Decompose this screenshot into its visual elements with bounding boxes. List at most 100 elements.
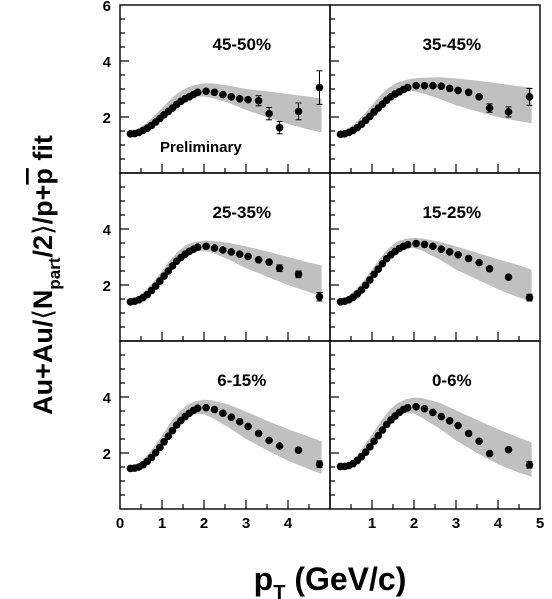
x-tick-label: 2	[200, 515, 208, 532]
panel-5-point	[294, 446, 303, 455]
panel-4-point	[412, 239, 420, 248]
panel-5-point	[275, 442, 284, 450]
panel-2-point	[445, 84, 454, 93]
panel-2-point	[403, 83, 412, 92]
band-layer	[128, 77, 532, 477]
panel-4-label: 15-25%	[422, 203, 481, 222]
y-tick-label: 4	[103, 390, 112, 407]
panel-6-point	[475, 437, 483, 446]
x-tick-label: 4	[494, 515, 503, 532]
panel-2-point	[475, 93, 483, 101]
panel-1-point	[275, 123, 284, 132]
panel-6-point	[445, 417, 454, 425]
preliminary-annotation: Preliminary	[160, 139, 242, 156]
panel-5-point	[227, 413, 236, 421]
panel-2-label: 35-45%	[422, 35, 481, 54]
panel-5-label: 6-15%	[217, 371, 266, 390]
panel-2-point	[412, 81, 420, 90]
panel-3-point	[164, 267, 173, 275]
panel-3-point	[235, 250, 244, 258]
panel-4-point	[504, 273, 513, 281]
panel-1-point	[315, 83, 324, 92]
panel-4-band	[338, 238, 532, 303]
x-tick-label: 0	[116, 515, 124, 532]
panel-1-point	[235, 95, 244, 103]
panel-6-label: 0-6%	[432, 371, 472, 390]
panel-2-point	[437, 82, 446, 90]
y-tick-label: 4	[103, 54, 112, 71]
panel-3-point	[294, 270, 303, 279]
panel-4-point	[437, 245, 446, 253]
panel-2-band	[338, 77, 532, 135]
x-tick-label: 3	[452, 515, 460, 532]
x-tick-label: 4	[284, 515, 293, 532]
panel-3-point	[275, 264, 284, 273]
panel-6-point	[429, 408, 437, 417]
panel-5-point	[244, 422, 252, 431]
panel-6-point	[374, 431, 383, 440]
y-tick-label: 2	[103, 110, 111, 127]
panel-1-point	[265, 109, 273, 118]
panel-6-point	[504, 445, 513, 454]
x-tick-label: 3	[242, 515, 250, 532]
panel-3-point	[193, 243, 202, 251]
panel-6-point	[403, 403, 412, 412]
y-axis-label: Au+Au/⟨Npart/2⟩/p+p fit	[28, 135, 64, 415]
panel-6-point	[464, 429, 473, 438]
panel-6-point	[485, 449, 494, 458]
y-tick-label: 4	[103, 222, 112, 239]
panel-4-point	[429, 242, 437, 251]
panel-4-point	[525, 293, 534, 302]
panel-2-point	[485, 104, 494, 112]
panel-3-band	[128, 240, 322, 303]
panel-5-point	[168, 426, 177, 435]
panel-3-point	[315, 292, 324, 301]
panel-1-point	[219, 90, 227, 99]
panel-4-point	[464, 254, 473, 263]
panel-5-point	[151, 448, 160, 457]
panel-1-band	[128, 83, 322, 135]
x-tick-label: 5	[536, 515, 544, 532]
panel-6-point	[525, 460, 534, 469]
panel-4-point	[420, 240, 429, 249]
panel-6-point	[370, 437, 378, 446]
panel-4-point	[366, 276, 374, 284]
panel-4-point	[475, 258, 483, 267]
panel-2-point	[504, 108, 513, 116]
panel-1-point	[294, 107, 303, 116]
panel-1-point	[202, 87, 210, 96]
panel-4-point	[378, 259, 387, 268]
panel-1-point	[227, 93, 236, 101]
panel-1-label: 45-50%	[212, 35, 271, 54]
panel-3-point	[219, 246, 227, 254]
y-tick-label: 2	[103, 278, 111, 295]
panel-5-point	[156, 443, 164, 452]
panel-3-point	[227, 248, 236, 256]
panel-1-point	[254, 96, 263, 105]
panel-6-point	[454, 421, 462, 430]
panel-2-point	[464, 88, 473, 97]
panel-3-label: 25-35%	[212, 203, 271, 222]
panel-3-point	[160, 272, 168, 280]
panel-5-point	[235, 417, 244, 426]
panel-4-point	[445, 248, 454, 256]
panel-3-point	[265, 258, 273, 266]
panel-6-point	[412, 403, 420, 411]
points-layer	[126, 70, 534, 473]
panel-6-point	[366, 443, 374, 451]
panel-3-point	[210, 244, 219, 252]
panel-5-point	[265, 436, 273, 445]
x-tick-label: 2	[410, 515, 418, 532]
labels-layer: 45-50% 35-45% 25-35% 15-25% 6-15% 0-6% 2 4 6 2 4 2 4…	[103, 0, 545, 532]
panel-6-point	[420, 404, 429, 413]
panel-3-point	[202, 242, 210, 251]
panel-3-point	[156, 277, 164, 285]
panel-4-point	[361, 281, 370, 290]
y-tick-label: 2	[103, 446, 111, 463]
ticks-layer	[120, 18, 520, 509]
panel-4-point	[403, 240, 412, 249]
panel-5-band	[128, 399, 322, 474]
panel-3-point	[254, 255, 263, 264]
y-tick-label: 6	[103, 0, 111, 15]
panel-5-point	[160, 438, 168, 446]
